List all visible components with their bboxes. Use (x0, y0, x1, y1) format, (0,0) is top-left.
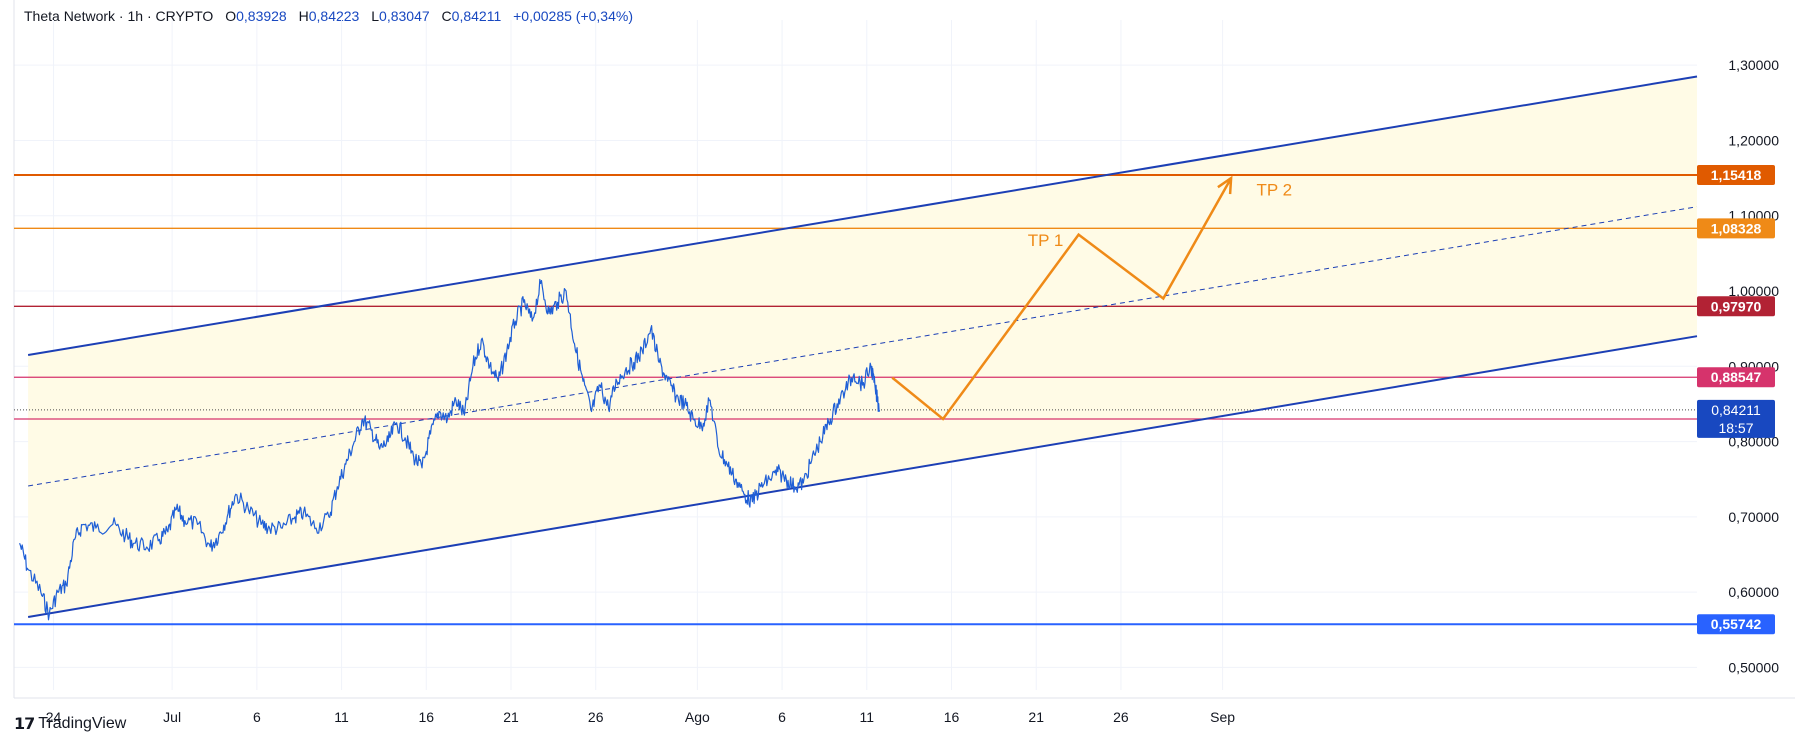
channel-fill (28, 76, 1698, 617)
price-level-badge-label: 1,15418 (1711, 167, 1762, 183)
price-axis-tick-label: 0,60000 (1728, 584, 1779, 600)
time-axis-tick-label: 11 (860, 709, 875, 725)
price-level-badge[interactable] (1697, 296, 1775, 317)
projection-path[interactable] (891, 177, 1233, 421)
time-axis-tick-label: Sep (1210, 709, 1235, 725)
price-level-badge[interactable] (1697, 367, 1775, 388)
price-axis-tick-label: 1,30000 (1728, 57, 1779, 73)
channel-upper-line[interactable] (27, 75, 1698, 356)
tradingview-logo-icon: 𝟭𝟳 (14, 716, 35, 733)
target-label[interactable]: TP 2 (1256, 180, 1292, 199)
projection-arrowhead-icon (1217, 175, 1233, 195)
price-level-badge-label: 0,97970 (1711, 298, 1762, 314)
channel-mid-line[interactable] (28, 206, 1698, 487)
symbol-label[interactable]: Theta Network · 1h · CRYPTO (24, 8, 214, 24)
close-label: C (441, 8, 452, 24)
channel-lower-line[interactable] (27, 335, 1698, 618)
target-label[interactable]: TP 1 (1028, 231, 1064, 250)
price-level-badge[interactable] (1697, 164, 1775, 185)
low-value: 0,83047 (379, 8, 430, 24)
time-axis-tick-label: 6 (778, 709, 786, 725)
time-axis-tick-label: 21 (503, 709, 519, 725)
time-axis-tick-label: 21 (1028, 709, 1044, 725)
price-level-badge-label: 0,88547 (1711, 369, 1762, 385)
last-price-label: 0,84211 (1711, 402, 1761, 418)
open-value: 0,83928 (236, 8, 287, 24)
price-axis-tick-label: 1,00000 (1728, 283, 1779, 299)
time-axis-tick-label: Jul (163, 709, 181, 725)
price-axis-tick-label: 1,20000 (1728, 132, 1779, 148)
price-level-badge-label: 0,55742 (1711, 616, 1762, 632)
high-value: 0,84223 (308, 8, 360, 24)
price-level-badge[interactable] (1697, 614, 1775, 635)
last-price-badge[interactable] (1697, 399, 1775, 438)
time-axis-tick-label: 11 (334, 709, 349, 725)
low-label: L (371, 8, 380, 24)
tradingview-footer[interactable]: 𝟭𝟳 TradingView (14, 714, 126, 734)
price-axis-tick-label: 0,70000 (1728, 509, 1779, 525)
chart-legend: Theta Network · 1h · CRYPTO O0,83928 H0,… (24, 8, 633, 24)
change-value: +0,00285 (+0,34%) (513, 8, 633, 24)
price-level-badge-label: 1,08328 (1711, 220, 1762, 236)
time-axis-tick-label: Ago (685, 709, 710, 725)
time-axis-tick-label: 16 (944, 709, 960, 725)
open-label: O (225, 8, 237, 24)
high-label: H (298, 8, 309, 24)
countdown-label: 18:57 (1718, 420, 1753, 436)
price-level-badge[interactable] (1697, 218, 1775, 239)
time-axis-tick-label: 24 (46, 709, 62, 725)
time-axis-tick-label: 26 (1113, 709, 1129, 725)
price-axis-tick-label: 0,50000 (1728, 659, 1779, 675)
close-value: 0,84211 (451, 8, 502, 24)
time-axis-tick-label: 26 (588, 709, 604, 725)
time-axis-tick-label: 6 (253, 709, 261, 725)
brand-label: TradingView (38, 715, 127, 732)
price-series-line[interactable] (19, 278, 881, 621)
time-axis-tick-label: 16 (418, 709, 434, 725)
